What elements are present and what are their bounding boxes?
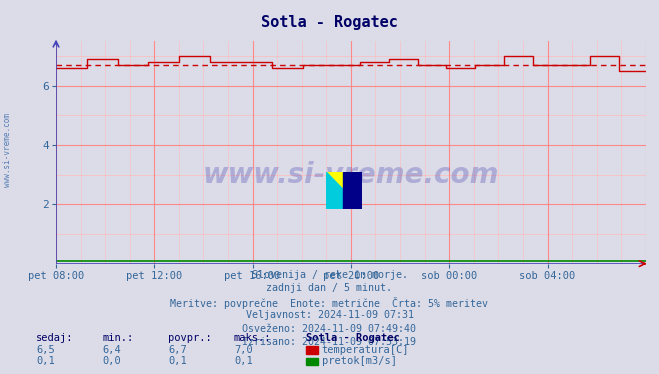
Text: min.:: min.: bbox=[102, 333, 133, 343]
Polygon shape bbox=[326, 172, 362, 209]
Text: 7,0: 7,0 bbox=[235, 344, 253, 355]
Text: 0,1: 0,1 bbox=[169, 356, 187, 366]
Text: 0,1: 0,1 bbox=[235, 356, 253, 366]
Text: zadnji dan / 5 minut.: zadnji dan / 5 minut. bbox=[266, 283, 393, 294]
Text: Sotla - Rogatec: Sotla - Rogatec bbox=[261, 15, 398, 30]
Text: 6,5: 6,5 bbox=[37, 344, 55, 355]
Text: temperatura[C]: temperatura[C] bbox=[322, 344, 409, 355]
Text: Izrisano: 2024-11-09 07:53:19: Izrisano: 2024-11-09 07:53:19 bbox=[243, 337, 416, 347]
Text: www.si-vreme.com: www.si-vreme.com bbox=[3, 113, 13, 187]
Text: maks.:: maks.: bbox=[234, 333, 272, 343]
Text: 6,7: 6,7 bbox=[169, 344, 187, 355]
Text: Slovenija / reke in morje.: Slovenija / reke in morje. bbox=[252, 270, 407, 280]
Text: 6,4: 6,4 bbox=[103, 344, 121, 355]
Text: Osveženo: 2024-11-09 07:49:40: Osveženo: 2024-11-09 07:49:40 bbox=[243, 324, 416, 334]
Text: sedaj:: sedaj: bbox=[36, 333, 74, 343]
Text: pretok[m3/s]: pretok[m3/s] bbox=[322, 356, 397, 366]
Text: Veljavnost: 2024-11-09 07:31: Veljavnost: 2024-11-09 07:31 bbox=[246, 310, 413, 321]
Text: Sotla - Rogatec: Sotla - Rogatec bbox=[306, 333, 400, 343]
Text: Meritve: povprečne  Enote: metrične  Črta: 5% meritev: Meritve: povprečne Enote: metrične Črta:… bbox=[171, 297, 488, 309]
Polygon shape bbox=[326, 172, 362, 209]
Polygon shape bbox=[343, 172, 362, 209]
Text: 0,1: 0,1 bbox=[37, 356, 55, 366]
Text: 0,0: 0,0 bbox=[103, 356, 121, 366]
Text: www.si-vreme.com: www.si-vreme.com bbox=[203, 161, 499, 188]
Text: povpr.:: povpr.: bbox=[168, 333, 212, 343]
